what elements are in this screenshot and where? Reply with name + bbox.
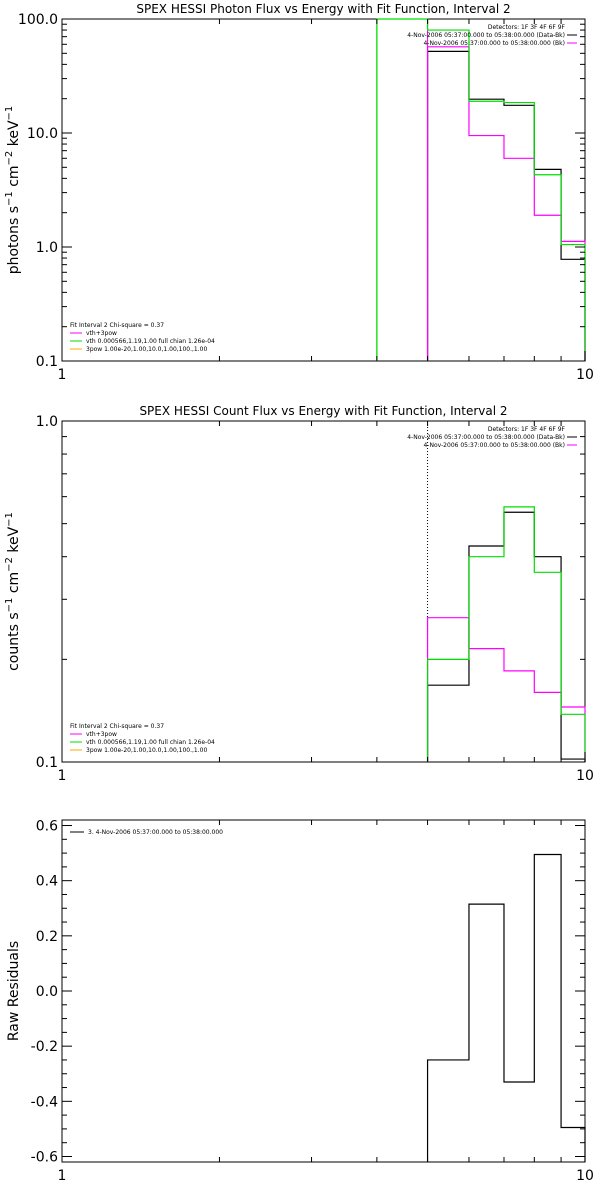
photon-flux-y-tick-label: 10.0 (27, 126, 58, 142)
photon-flux-legend-bottom-text: vth 0.000566,1.19,1.00 full chian 1.26e-… (86, 338, 215, 345)
residuals-y-tick-label: -0.6 (31, 1149, 58, 1165)
count-flux-legend-bottom: Fit Interval 2 Chi-square = 0.37vth+3pow… (70, 723, 215, 754)
count-flux-series-bk (426, 617, 586, 762)
count-flux-x-tick-label: 10 (576, 768, 594, 784)
residuals-series-3- (426, 853, 586, 1162)
photon-flux-legend-top-text: Detectors: 1F 3F 4F 6F 9F (488, 24, 566, 31)
count-flux-legend-top-text: Detectors: 1F 3F 4F 6F 9F (488, 426, 566, 433)
photon-flux-x-tick-label: 10 (576, 367, 594, 383)
residuals-y-tick-label: -0.4 (31, 1094, 58, 1110)
residuals-y-axis-label: Raw Residuals (6, 941, 22, 1041)
residuals-y-tick-label: -0.2 (31, 1039, 58, 1055)
count-flux-y-tick-label: 1.0 (36, 414, 58, 430)
residuals-y-tick-label: 0.2 (36, 929, 58, 945)
residuals-y-tick-label: 0.0 (36, 984, 58, 1000)
photon-flux-series-data-bk (426, 50, 586, 361)
residuals-legend-top-text: 3. 4-Nov-2006 05:37:00.000 to 05:38:00.0… (88, 829, 223, 836)
residuals-plot-area (61, 819, 586, 1163)
count-flux-legend-bottom-text: 3pow 1.00e-20,1.00,10.0,1.00,100.,1.00 (86, 747, 207, 754)
count-flux-series-data-bk (426, 511, 586, 762)
photon-flux-x-tick-label: 1 (58, 367, 67, 383)
count-flux-y-tick-label: 0.1 (36, 755, 58, 771)
residuals-y-tick-label: 0.6 (36, 819, 58, 835)
photon-flux-legend-top-text: 4-Nov-2006 05:37:00.000 to 05:38:00.000 … (407, 32, 565, 39)
photon-flux-legend-bottom-text: Fit Interval 2 Chi-square = 0.37 (70, 322, 164, 329)
photon-flux-legend-bottom-text: vth+3pow (86, 330, 117, 337)
count-flux-legend-top: Detectors: 1F 3F 4F 6F 9F4-Nov-2006 05:3… (407, 426, 577, 449)
count-flux-legend-bottom-text: Fit Interval 2 Chi-square = 0.37 (70, 723, 164, 730)
photon-flux-panel: SPEX HESSI Photon Flux vs Energy with Fi… (4, 2, 594, 383)
count-flux-legend-top-text: 4-Nov-2006 05:37:00.000 to 05:38:00.000 … (423, 442, 565, 449)
photon-flux-title: SPEX HESSI Photon Flux vs Energy with Fi… (136, 2, 510, 16)
count-flux-legend-bottom-text: vth+3pow (86, 731, 117, 738)
count-flux-x-tick-label: 1 (58, 768, 67, 784)
count-flux-title: SPEX HESSI Count Flux vs Energy with Fit… (139, 404, 507, 418)
residuals-legend-top: 3. 4-Nov-2006 05:37:00.000 to 05:38:00.0… (70, 829, 223, 836)
photon-flux-y-tick-label: 1.0 (36, 240, 58, 256)
photon-flux-plot-area (61, 18, 586, 362)
photon-flux-legend-bottom: Fit Interval 2 Chi-square = 0.37vth+3pow… (70, 322, 215, 353)
photon-flux-y-axis-label: photons s−1 cm−2 keV−1 (4, 106, 22, 275)
residuals-panel: 1 10 -0.6 -0.4 -0.2 0.0 0.2 0.4 0.6 Raw Residual… (6, 819, 594, 1184)
count-flux-panel: SPEX HESSI Count Flux vs Energy with Fit… (4, 404, 594, 784)
photon-flux-legend-bottom-text: 3pow 1.00e-20,1.00,10.0,1.00,100.,1.00 (86, 346, 207, 353)
photon-flux-y-tick-label: 100.0 (18, 12, 58, 28)
photon-flux-legend-top-text: 4-Nov-2006 05:37:00.000 to 05:38:00.000 … (423, 40, 565, 47)
residuals-x-tick-label: 10 (576, 1168, 594, 1184)
residuals-x-tick-label: 1 (58, 1168, 67, 1184)
photon-flux-series-vth-3pow (376, 18, 586, 361)
count-flux-y-axis-label: counts s−1 cm−2 keV−1 (4, 512, 22, 671)
count-flux-legend-top-text: 4-Nov-2006 05:37:00.000 to 05:38:00.000 … (407, 434, 565, 441)
photon-flux-y-tick-label: 0.1 (36, 354, 58, 370)
residuals-y-tick-label: 0.4 (36, 874, 58, 890)
photon-flux-legend-top: Detectors: 1F 3F 4F 6F 9F4-Nov-2006 05:3… (407, 24, 577, 47)
photon-flux-series-bk (426, 46, 586, 361)
count-flux-plot-area (61, 420, 586, 763)
count-flux-legend-bottom-text: vth 0.000566,1.19,1.00 full chian 1.26e-… (86, 739, 215, 746)
count-flux-series-vth-3pow (426, 506, 586, 762)
